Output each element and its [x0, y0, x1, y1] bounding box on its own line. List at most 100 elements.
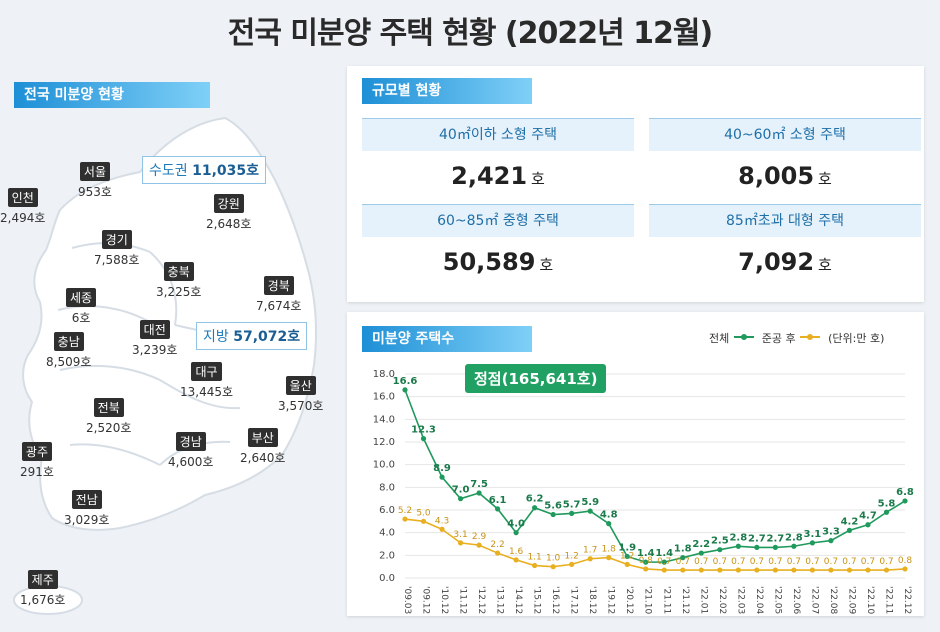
after-point [569, 561, 575, 567]
capital-callout-value: 11,035호 [192, 163, 259, 179]
total-data-label: 4.0 [507, 519, 525, 530]
size-cell-value-wrap: 7,092 호 [649, 237, 921, 287]
after-point [402, 516, 408, 522]
total-data-label: 2.7 [767, 533, 785, 544]
after-data-label: 0.7 [879, 557, 893, 567]
x-tick-label: '11.12 [458, 586, 468, 614]
after-point [883, 567, 890, 573]
total-point [828, 538, 834, 544]
size-cell-label: 85㎡초과 대형 주택 [649, 204, 921, 237]
region-daegu: 대구 13,445호 [180, 362, 233, 400]
local-callout: 지방 57,072호 [196, 322, 308, 350]
after-data-label: 2.9 [472, 532, 487, 542]
total-data-label: 5.7 [563, 499, 581, 510]
after-data-label: 5.2 [398, 506, 412, 516]
region-gwangju: 광주 291호 [20, 442, 54, 480]
after-point [661, 567, 667, 573]
total-data-label: 4.7 [859, 511, 877, 522]
total-point [624, 553, 630, 560]
total-data-label: 3.1 [804, 529, 822, 540]
after-point [420, 518, 427, 524]
after-data-label: 1.0 [546, 554, 561, 564]
size-cell-under40: 40㎡이하 소형 주택 2,421 호 [362, 118, 634, 201]
after-point [828, 567, 834, 573]
size-cell-unit: 호 [539, 256, 554, 274]
total-point [661, 559, 667, 565]
after-point [587, 556, 593, 562]
after-data-label: 0.8 [639, 556, 654, 566]
after-point [791, 567, 797, 573]
x-tick-label: '22.05 [772, 586, 782, 614]
after-point [698, 567, 704, 573]
after-point [902, 566, 908, 572]
x-tick-label: '21.11 [661, 586, 671, 614]
after-data-label: 1.6 [509, 547, 524, 557]
after-point [754, 567, 760, 573]
total-data-label: 1.8 [674, 544, 692, 555]
total-data-label: 6.1 [489, 495, 507, 506]
after-data-label: 0.7 [805, 557, 819, 567]
total-point [513, 530, 519, 536]
total-point [809, 540, 816, 546]
after-point [624, 561, 630, 567]
x-tick-label: '21.10 [643, 586, 653, 615]
region-daejeon: 대전 3,239호 [132, 320, 177, 358]
after-data-label: 1.2 [565, 551, 579, 561]
total-data-label: 3.3 [822, 527, 840, 538]
total-point [439, 474, 445, 480]
size-cell-40to60: 40~60㎡ 소형 주택 8,005 호 [649, 118, 921, 201]
total-data-label: 2.2 [692, 539, 710, 550]
y-tick-label: 10.0 [373, 460, 395, 471]
x-tick-label: '22.11 [883, 586, 893, 614]
region-busan: 부산 2,640호 [240, 428, 285, 466]
legend-after-icon [800, 334, 821, 340]
x-tick-label: '18.12 [587, 586, 597, 614]
size-cell-value-wrap: 2,421 호 [362, 151, 634, 201]
total-point [532, 505, 538, 511]
after-data-label: 5.0 [416, 508, 431, 518]
total-point [569, 510, 575, 516]
total-data-label: 2.8 [729, 532, 747, 543]
legend-total-label: 전체 [709, 332, 730, 345]
region-incheon: 인천 2,494호 [0, 188, 45, 226]
after-data-label: 2.2 [490, 540, 504, 550]
unit-note: (단위:만 호) [828, 332, 885, 345]
local-callout-label: 지방 [203, 329, 229, 345]
x-tick-label: '16.12 [550, 586, 560, 614]
after-data-label: 0.7 [861, 557, 875, 567]
total-point [420, 436, 427, 442]
x-tick-label: '15.12 [532, 586, 542, 614]
after-data-label: 3.1 [453, 530, 467, 540]
x-tick-label: '22.02 [717, 586, 727, 614]
total-data-label: 8.9 [433, 463, 451, 474]
total-point [846, 527, 853, 533]
size-cell-unit: 호 [818, 170, 832, 188]
page-title: 전국 미분양 주택 현황 (2022년 12월) [227, 16, 714, 51]
total-data-label: 7.5 [470, 479, 488, 490]
region-seoul: 서울 953호 [78, 162, 112, 200]
after-point [550, 564, 556, 570]
x-tick-label: '22.03 [735, 586, 745, 614]
x-tick-label: '13.12 [495, 586, 505, 614]
after-data-label: 0.7 [787, 557, 801, 567]
size-cell-value-wrap: 8,005 호 [649, 151, 921, 201]
y-tick-label: 12.0 [373, 437, 395, 448]
total-data-label: 5.9 [581, 497, 599, 508]
after-point [772, 567, 778, 573]
after-data-label: 0.8 [898, 556, 913, 566]
trend-line-chart: 0.0 2.0 4.0 6.0 8.0 10.0 12.0 14.0 16.0 18.0 '09.0… [373, 369, 914, 615]
after-data-label: 0.7 [713, 557, 727, 567]
region-gyeongnam: 경남 4,600호 [168, 432, 213, 470]
after-point [532, 562, 538, 569]
chart-legend: 전체 준공 후 (단위:만 호) [709, 330, 884, 346]
after-point [513, 557, 519, 563]
total-point [772, 544, 778, 550]
total-data-label: 4.2 [841, 516, 859, 527]
size-cell-60to85: 60~85㎡ 중형 주택 50,589 호 [362, 204, 634, 287]
after-point [717, 567, 723, 573]
x-tick-label: '22.12 [902, 586, 912, 614]
total-data-label: 6.2 [526, 494, 544, 505]
after-data-label: 0.7 [842, 557, 856, 567]
region-sejong: 세종 6호 [66, 288, 97, 326]
size-cell-unit: 호 [818, 256, 832, 274]
